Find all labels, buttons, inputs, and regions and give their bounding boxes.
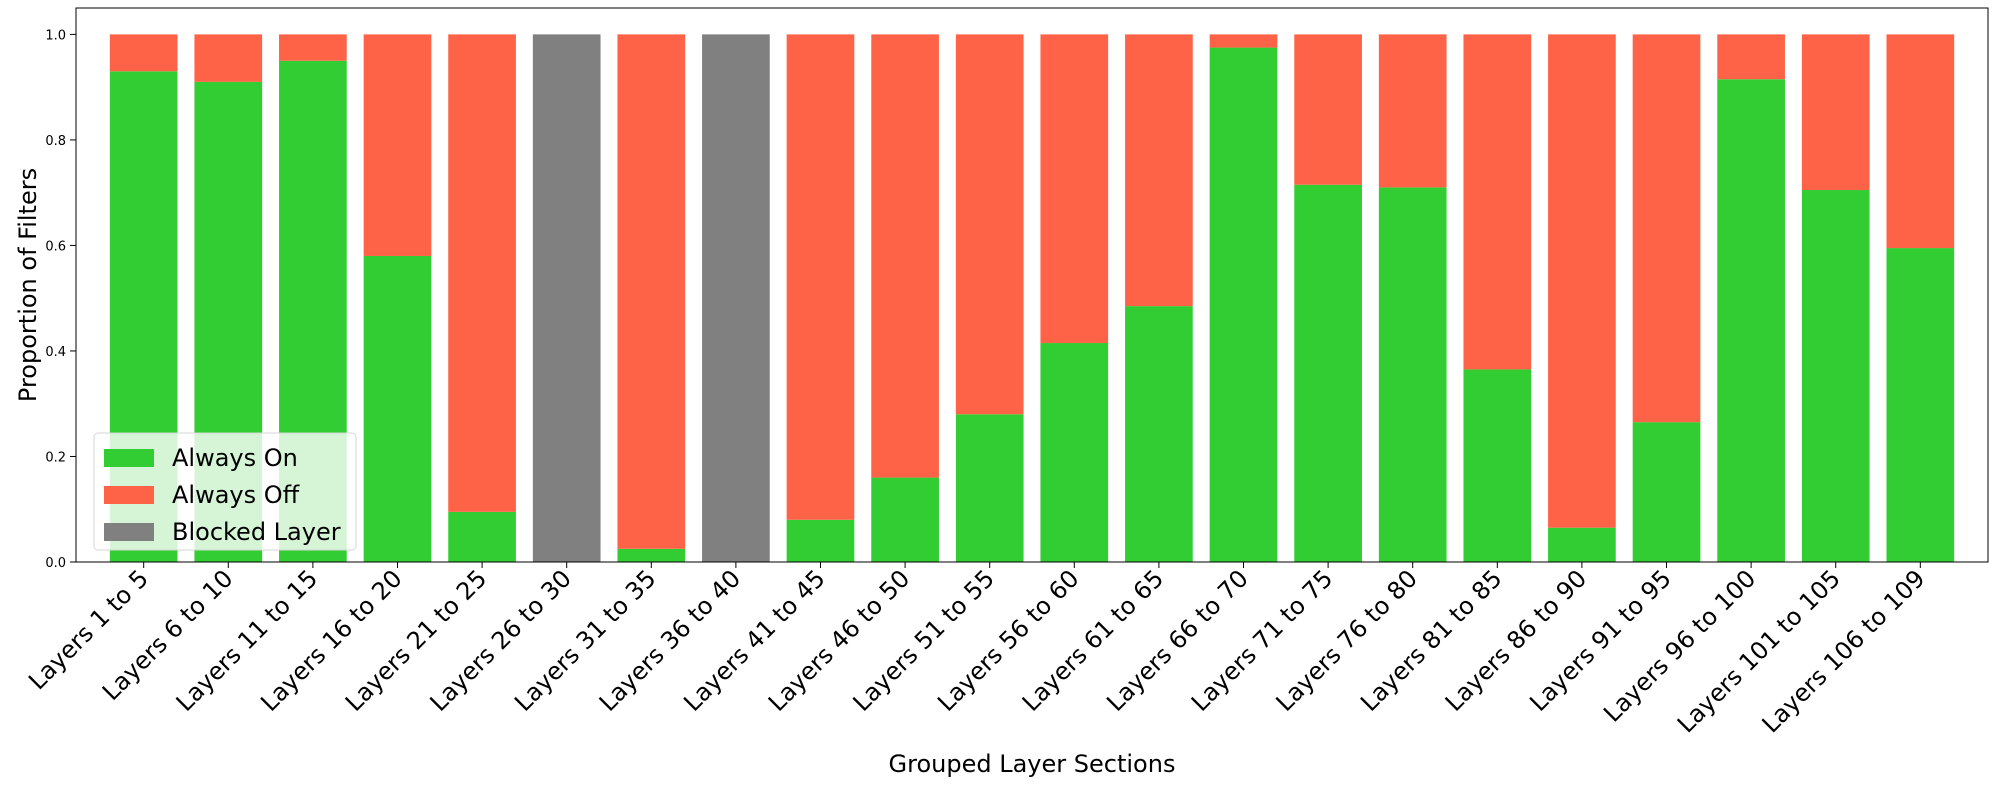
x-tick-label: Layers 46 to 50: [763, 564, 915, 716]
bar-segment-always-off-17: [1463, 34, 1532, 370]
bar-segment-always-off-20: [1717, 34, 1785, 80]
bar-segment-always-on-22: [1886, 248, 1955, 562]
y-tick-label: 0.0: [45, 556, 66, 571]
legend-label-always-off: Always Off: [172, 481, 300, 509]
x-tick-label: Layers 81 to 85: [1355, 564, 1507, 716]
x-tick-label: Layers 41 to 45: [678, 564, 830, 716]
bar-segment-always-off-2: [194, 34, 263, 82]
bar-segment-always-off-19: [1632, 34, 1701, 423]
x-tick-label: Layers 11 to 15: [171, 564, 323, 716]
y-axis: 0.0 0.2 0.4 0.6 0.8 1.0: [45, 28, 76, 571]
y-tick-label: 1.0: [45, 28, 66, 43]
x-axis-title: Grouped Layer Sections: [889, 750, 1176, 778]
legend-swatch-blocked-layer: [104, 523, 154, 541]
bar-segment-always-off-18: [1548, 34, 1616, 528]
x-tick-label: Layers 56 to 60: [932, 564, 1084, 716]
x-tick-label: Layers 21 to 25: [340, 564, 492, 716]
bar-segment-always-on-9: [786, 519, 855, 562]
bar-segment-always-off-10: [871, 34, 939, 478]
bar-segment-always-on-13: [1125, 306, 1193, 562]
bar-segment-always-off-13: [1125, 34, 1193, 307]
bar-segment-always-on-19: [1632, 422, 1701, 562]
bar-segment-always-on-14: [1209, 47, 1278, 562]
legend-swatch-always-off: [104, 486, 154, 504]
legend-label-blocked-layer: Blocked Layer: [172, 518, 341, 546]
bar-segment-always-off-4: [363, 34, 432, 256]
y-tick-label: 0.6: [45, 239, 66, 254]
bar-segment-always-on-10: [871, 477, 939, 562]
y-tick-label: 0.4: [45, 345, 66, 360]
bar-segment-blocked-layer-8: [702, 34, 770, 562]
bar-segment-always-on-15: [1294, 184, 1362, 562]
x-tick-label: Layers 66 to 70: [1101, 564, 1253, 716]
bar-segment-always-on-21: [1801, 190, 1870, 562]
bar-segment-always-off-21: [1801, 34, 1870, 191]
bar-segment-always-on-17: [1463, 369, 1532, 562]
legend-swatch-always-on: [104, 449, 154, 467]
bar-segment-always-on-4: [363, 255, 432, 563]
y-axis-title: Proportion of Filters: [14, 168, 42, 402]
bar-segment-always-off-7: [617, 34, 686, 549]
bar-segment-always-off-11: [955, 34, 1024, 415]
bars-layer: [109, 34, 1955, 563]
x-tick-label: Layers 86 to 90: [1440, 564, 1592, 716]
legend-label-always-on: Always On: [172, 444, 298, 472]
y-tick-label: 0.8: [45, 134, 66, 149]
bar-segment-always-off-14: [1209, 34, 1278, 48]
legend-box: [93, 432, 357, 551]
legend: Always On Always Off Blocked Layer: [93, 432, 357, 551]
x-tick-label: Layers 16 to 20: [255, 564, 407, 716]
bar-segment-always-off-1: [109, 34, 178, 72]
x-tick-label: Layers 61 to 65: [1017, 564, 1169, 716]
bar-segment-always-on-20: [1717, 79, 1785, 562]
bar-segment-always-on-7: [617, 548, 686, 562]
x-tick-label: Layers 51 to 55: [848, 564, 1000, 716]
plot-frame: [75, 7, 1989, 563]
x-tick-label: Layers 91 to 95: [1524, 564, 1676, 716]
x-tick-label: Layers 31 to 35: [509, 564, 661, 716]
x-tick-label: Layers 36 to 40: [594, 564, 746, 716]
x-tick-label: Layers 71 to 75: [1186, 564, 1338, 716]
bar-segment-always-off-22: [1886, 34, 1955, 249]
x-tick-label: Layers 26 to 30: [425, 564, 577, 716]
x-tick-label: Layers 76 to 80: [1271, 564, 1423, 716]
bar-segment-always-on-16: [1378, 187, 1447, 562]
bar-segment-always-on-12: [1040, 343, 1109, 562]
bar-segment-always-off-9: [786, 34, 855, 520]
bar-segment-always-on-5: [448, 511, 516, 562]
bar-segment-always-off-5: [448, 34, 516, 512]
bar-segment-always-on-11: [955, 414, 1024, 562]
x-tick-label: Layers 106 to 109: [1757, 564, 1931, 738]
bar-segment-always-off-15: [1294, 34, 1362, 185]
x-tick-label: Layers 101 to 105: [1672, 564, 1846, 738]
bar-segment-always-on-18: [1548, 527, 1616, 562]
bar-segment-blocked-layer-6: [532, 34, 601, 562]
bar-segment-always-off-16: [1378, 34, 1447, 188]
bar-segment-always-off-12: [1040, 34, 1109, 344]
bar-segment-always-off-3: [279, 34, 347, 61]
y-tick-label: 0.2: [45, 450, 66, 465]
x-tick-label: Layers 96 to 100: [1598, 564, 1761, 727]
